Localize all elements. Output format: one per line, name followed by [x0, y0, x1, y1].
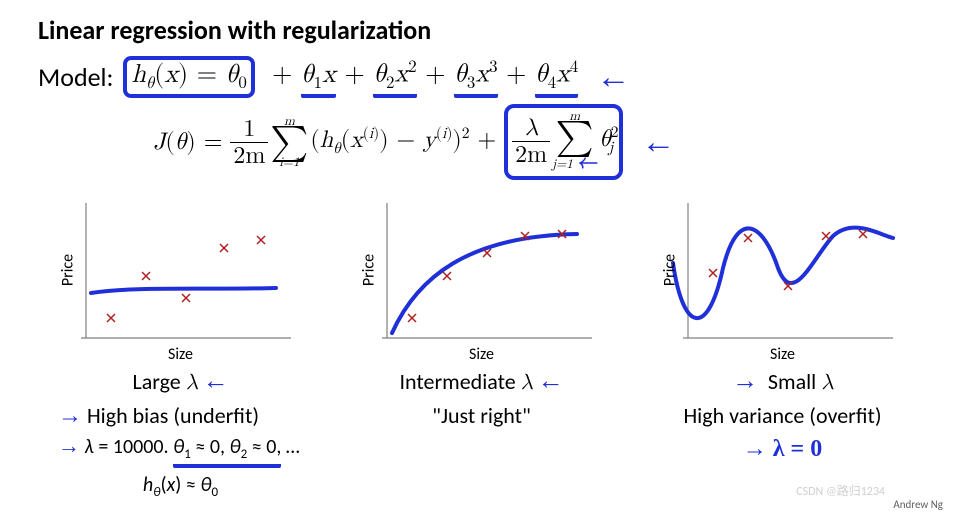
slide-title: Linear regression with regularization	[38, 14, 925, 46]
sigma-loss: m ∑ i=1	[270, 115, 308, 170]
arrow-model-icon: ←	[596, 69, 630, 86]
lambda-caption: → Small λ	[640, 368, 925, 398]
model-equation: Model: hθ(x) = θ0 + θ1x + θ2x2 + θ3x3 + …	[38, 56, 925, 98]
chart-underfit: Price	[66, 198, 296, 343]
boxed-theta0: hθ(x) = θ0	[123, 56, 254, 98]
y-axis-label: Price	[58, 254, 77, 286]
y-axis-label: Price	[660, 254, 679, 286]
term-theta1: θ1x	[301, 60, 336, 98]
term-theta2: θ2x2	[373, 58, 416, 98]
description-caption: → High bias (underfit)	[38, 402, 323, 431]
frac-1-2m: 1 2m	[230, 117, 268, 168]
description-caption: "Just right"	[339, 402, 624, 431]
chart-col-underfit: Price Size Large λ ← → High bias (underfit)…	[38, 198, 323, 502]
term-theta3: θ3x3	[454, 58, 497, 98]
cost-equation: J(θ) = 1 2m m ∑ i=1 (hθ(x(i)) − y(i))2 +…	[153, 104, 925, 180]
lambda-caption: Large λ ←	[38, 368, 323, 398]
chart-overfit: Price	[668, 198, 898, 343]
extra-line-1: → λ = 10000. θ1 ≈ 0, θ2 ≈ 0, …	[38, 434, 323, 468]
handwritten-lambda-zero: → λ = 0	[640, 434, 925, 465]
extra-line-2: hθ(x) ≈ θ0	[38, 472, 323, 502]
model-label: Model:	[38, 61, 113, 93]
x-axis-label: Size	[38, 345, 323, 364]
y-axis-label: Price	[359, 254, 378, 286]
x-axis-label: Size	[640, 345, 925, 364]
term-theta4: θ4x4	[535, 58, 578, 98]
chart-col-overfit: Price Size → Small λ High variance (overfit…	[640, 198, 925, 502]
arrow-reg-icon: ←	[641, 134, 675, 151]
chart-col-justright: Price Size Intermediate λ ← "Just right"	[339, 198, 624, 502]
description-caption: High variance (overfit)	[640, 402, 925, 431]
boxed-regularization: λ 2m m ∑ j=1 ← θ2j	[504, 104, 623, 180]
x-axis-label: Size	[339, 345, 624, 364]
watermark: CSDN @路归1234	[796, 482, 885, 499]
lambda-caption: Intermediate λ ←	[339, 368, 624, 398]
charts-row: Price Size Large λ ← → High bias (underfit)…	[38, 198, 925, 502]
inner-arrow-icon: ←	[577, 152, 597, 172]
chart-justright: Price	[367, 198, 597, 343]
attribution: Andrew Ng	[893, 498, 943, 511]
